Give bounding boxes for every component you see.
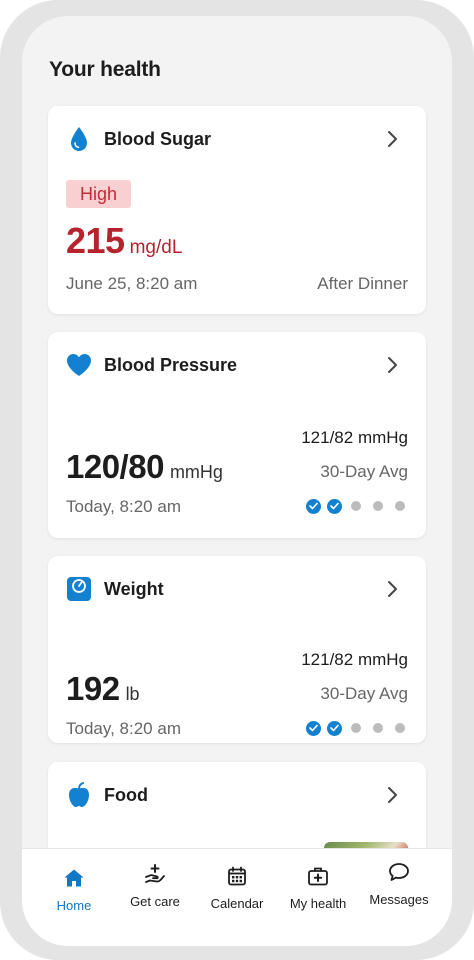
check-circle-icon bbox=[327, 720, 342, 736]
apple-icon bbox=[66, 781, 92, 809]
card-title: Food bbox=[104, 784, 148, 805]
care-hand-icon bbox=[144, 863, 166, 885]
check-circle-icon bbox=[306, 498, 321, 514]
nav-get-care[interactable]: Get care bbox=[110, 863, 200, 909]
nav-label: Get care bbox=[130, 894, 180, 909]
medical-kit-icon bbox=[307, 865, 329, 887]
page-title: Your health bbox=[49, 58, 161, 81]
progress-dots bbox=[306, 498, 408, 514]
reading-value: 215 mg/dL bbox=[66, 220, 182, 262]
nav-my-health[interactable]: My health bbox=[273, 865, 363, 911]
nav-label: Home bbox=[56, 898, 92, 913]
blood-sugar-card[interactable]: Blood Sugar High 215 mg/dL June 25, 8:20… bbox=[48, 106, 426, 314]
water-drop-icon bbox=[66, 125, 92, 153]
average-value: 121/82 mmHg bbox=[301, 650, 408, 669]
card-title: Blood Pressure bbox=[104, 354, 238, 375]
chevron-right-icon[interactable] bbox=[382, 128, 402, 150]
empty-dot bbox=[351, 723, 361, 733]
reading-timestamp: Today, 8:20 am bbox=[66, 719, 181, 738]
status-badge: High bbox=[66, 180, 132, 208]
bottom-nav: Home Get care bbox=[22, 848, 452, 946]
reading-number: 192 bbox=[66, 670, 120, 707]
chevron-right-icon[interactable] bbox=[382, 784, 402, 806]
card-header: Blood Sugar bbox=[66, 124, 408, 154]
average-label: 30-Day Avg bbox=[320, 462, 408, 481]
empty-dot bbox=[351, 501, 361, 511]
nav-calendar[interactable]: Calendar bbox=[192, 865, 282, 911]
calendar-icon bbox=[226, 865, 248, 887]
heart-icon bbox=[66, 351, 92, 379]
reading-unit: lb bbox=[125, 684, 140, 704]
empty-dot bbox=[395, 501, 405, 511]
scale-icon bbox=[66, 575, 92, 603]
empty-dot bbox=[395, 723, 405, 733]
reading-context: After Dinner bbox=[317, 274, 408, 293]
nav-home[interactable]: Home bbox=[29, 867, 119, 913]
progress-dots bbox=[306, 720, 408, 736]
home-icon bbox=[63, 867, 85, 889]
check-circle-icon bbox=[327, 498, 342, 514]
empty-dot bbox=[373, 723, 383, 733]
reading-value: 120/80 mmHg bbox=[66, 448, 223, 486]
card-header: Food bbox=[66, 780, 408, 810]
chevron-right-icon[interactable] bbox=[382, 578, 402, 600]
check-circle-icon bbox=[306, 720, 321, 736]
screen: Your health Blood Sugar High 215 mg/dL bbox=[22, 16, 452, 946]
reading-unit: mg/dL bbox=[129, 237, 183, 258]
reading-timestamp: Today, 8:20 am bbox=[66, 497, 181, 516]
empty-dot bbox=[373, 501, 383, 511]
chat-bubble-icon bbox=[388, 861, 410, 883]
nav-messages[interactable]: Messages bbox=[354, 861, 444, 907]
reading-number: 215 bbox=[66, 220, 125, 261]
average-label: 30-Day Avg bbox=[320, 684, 408, 703]
average-value: 121/82 mmHg bbox=[301, 428, 408, 447]
reading-value: 192 lb bbox=[66, 670, 140, 708]
reading-number: 120/80 bbox=[66, 448, 164, 485]
reading-timestamp: June 25, 8:20 am bbox=[66, 274, 198, 293]
nav-label: Messages bbox=[369, 892, 429, 907]
blood-pressure-card[interactable]: Blood Pressure 121/82 mmHg 30-Day Avg 12… bbox=[48, 332, 426, 538]
reading-unit: mmHg bbox=[169, 462, 223, 482]
card-title: Weight bbox=[104, 578, 164, 599]
card-title: Blood Sugar bbox=[104, 128, 211, 149]
nav-label: Calendar bbox=[210, 896, 264, 911]
card-header: Blood Pressure bbox=[66, 350, 408, 380]
weight-card[interactable]: Weight 121/82 mmHg 30-Day Avg 192 lb Tod… bbox=[48, 556, 426, 743]
card-header: Weight bbox=[66, 574, 408, 604]
nav-label: My health bbox=[289, 896, 347, 911]
chevron-right-icon[interactable] bbox=[382, 354, 402, 376]
